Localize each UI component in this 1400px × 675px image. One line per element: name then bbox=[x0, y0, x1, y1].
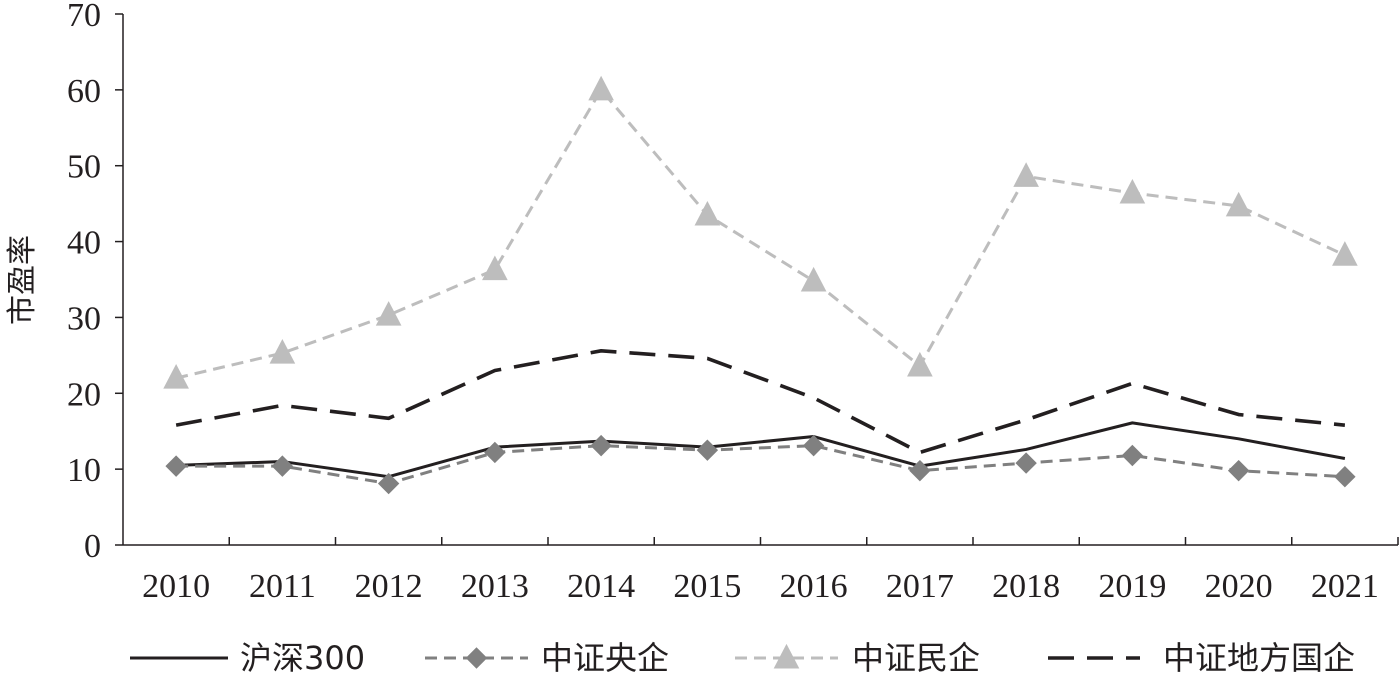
series-4 bbox=[175, 349, 1346, 455]
series-layer bbox=[163, 75, 1358, 495]
legend-label: 沪深300 bbox=[240, 639, 365, 675]
x-tick-label: 2010 bbox=[142, 568, 210, 605]
x-tick-label: 2021 bbox=[1311, 568, 1379, 605]
y-axis-label: 市盈率 bbox=[5, 235, 40, 325]
data-point-marker bbox=[165, 455, 187, 477]
data-point-marker bbox=[802, 434, 825, 457]
series-3 bbox=[163, 75, 1358, 389]
data-point-marker bbox=[800, 266, 827, 292]
data-point-marker bbox=[271, 455, 294, 477]
series-line bbox=[175, 88, 1346, 380]
series-line bbox=[176, 444, 1345, 486]
data-point-marker bbox=[1227, 459, 1250, 482]
data-point-marker bbox=[696, 439, 719, 461]
data-point-marker bbox=[590, 434, 612, 457]
x-tick-label: 2016 bbox=[780, 568, 848, 605]
y-tick-label: 0 bbox=[84, 528, 101, 565]
data-point-marker bbox=[1119, 178, 1146, 204]
legend-label: 中证地方国企 bbox=[1163, 639, 1355, 675]
y-tick-label: 30 bbox=[67, 300, 101, 337]
legend-item: 中证央企 bbox=[425, 639, 669, 675]
x-tick-label: 2018 bbox=[992, 568, 1060, 605]
legend-item: 中证地方国企 bbox=[1048, 639, 1355, 675]
series-line bbox=[176, 421, 1346, 479]
legend-label: 中证民企 bbox=[852, 639, 980, 675]
x-tick-label: 2020 bbox=[1205, 568, 1273, 605]
x-tick-label: 2011 bbox=[249, 568, 316, 605]
legend-label: 中证央企 bbox=[541, 639, 669, 675]
y-tick-label: 60 bbox=[67, 73, 101, 110]
data-point-marker bbox=[1015, 452, 1037, 474]
legend-marker bbox=[773, 643, 800, 669]
data-point-marker bbox=[377, 472, 400, 495]
legend-item: 沪深300 bbox=[130, 639, 365, 675]
data-point-marker bbox=[1013, 162, 1039, 187]
data-point-marker bbox=[484, 441, 506, 464]
x-tick-label: 2019 bbox=[1098, 568, 1166, 605]
x-tick-label: 2013 bbox=[461, 568, 529, 605]
data-point-marker bbox=[1121, 444, 1144, 467]
y-tick-label: 70 bbox=[67, 0, 101, 34]
y-tick-label: 50 bbox=[67, 149, 101, 186]
series-2 bbox=[165, 434, 1356, 495]
x-tick-label: 2015 bbox=[673, 568, 741, 605]
y-tick-label: 40 bbox=[67, 225, 101, 262]
series-1 bbox=[176, 421, 1346, 479]
y-tick-label: 10 bbox=[67, 452, 101, 489]
data-point-marker bbox=[1334, 466, 1356, 488]
series-line bbox=[175, 349, 1346, 455]
legend-item: 中证民企 bbox=[735, 639, 980, 675]
data-point-marker bbox=[909, 459, 931, 482]
y-axis-ticks: 0 10 20 30 40 50 60 70 bbox=[67, 0, 123, 565]
data-point-marker bbox=[588, 75, 614, 101]
data-point-marker bbox=[482, 255, 508, 281]
data-point-marker bbox=[907, 351, 933, 377]
data-point-marker bbox=[163, 364, 189, 389]
data-point-marker bbox=[694, 200, 721, 226]
data-point-marker bbox=[1225, 191, 1252, 217]
x-tick-label: 2017 bbox=[886, 568, 954, 605]
y-tick-label: 20 bbox=[67, 376, 101, 413]
legend: 沪深300 中证央企 中证民企 中证地方国企 bbox=[130, 639, 1355, 675]
x-tick-label: 2014 bbox=[567, 568, 635, 605]
data-point-marker bbox=[269, 339, 296, 364]
legend-marker bbox=[465, 647, 488, 669]
data-point-marker bbox=[375, 301, 402, 326]
x-axis-ticks: 2010 2011 2012 2013 2014 2015 2016 2017 2018 2019… bbox=[142, 537, 1399, 605]
data-point-marker bbox=[1332, 241, 1358, 266]
x-tick-label: 2012 bbox=[355, 568, 423, 605]
